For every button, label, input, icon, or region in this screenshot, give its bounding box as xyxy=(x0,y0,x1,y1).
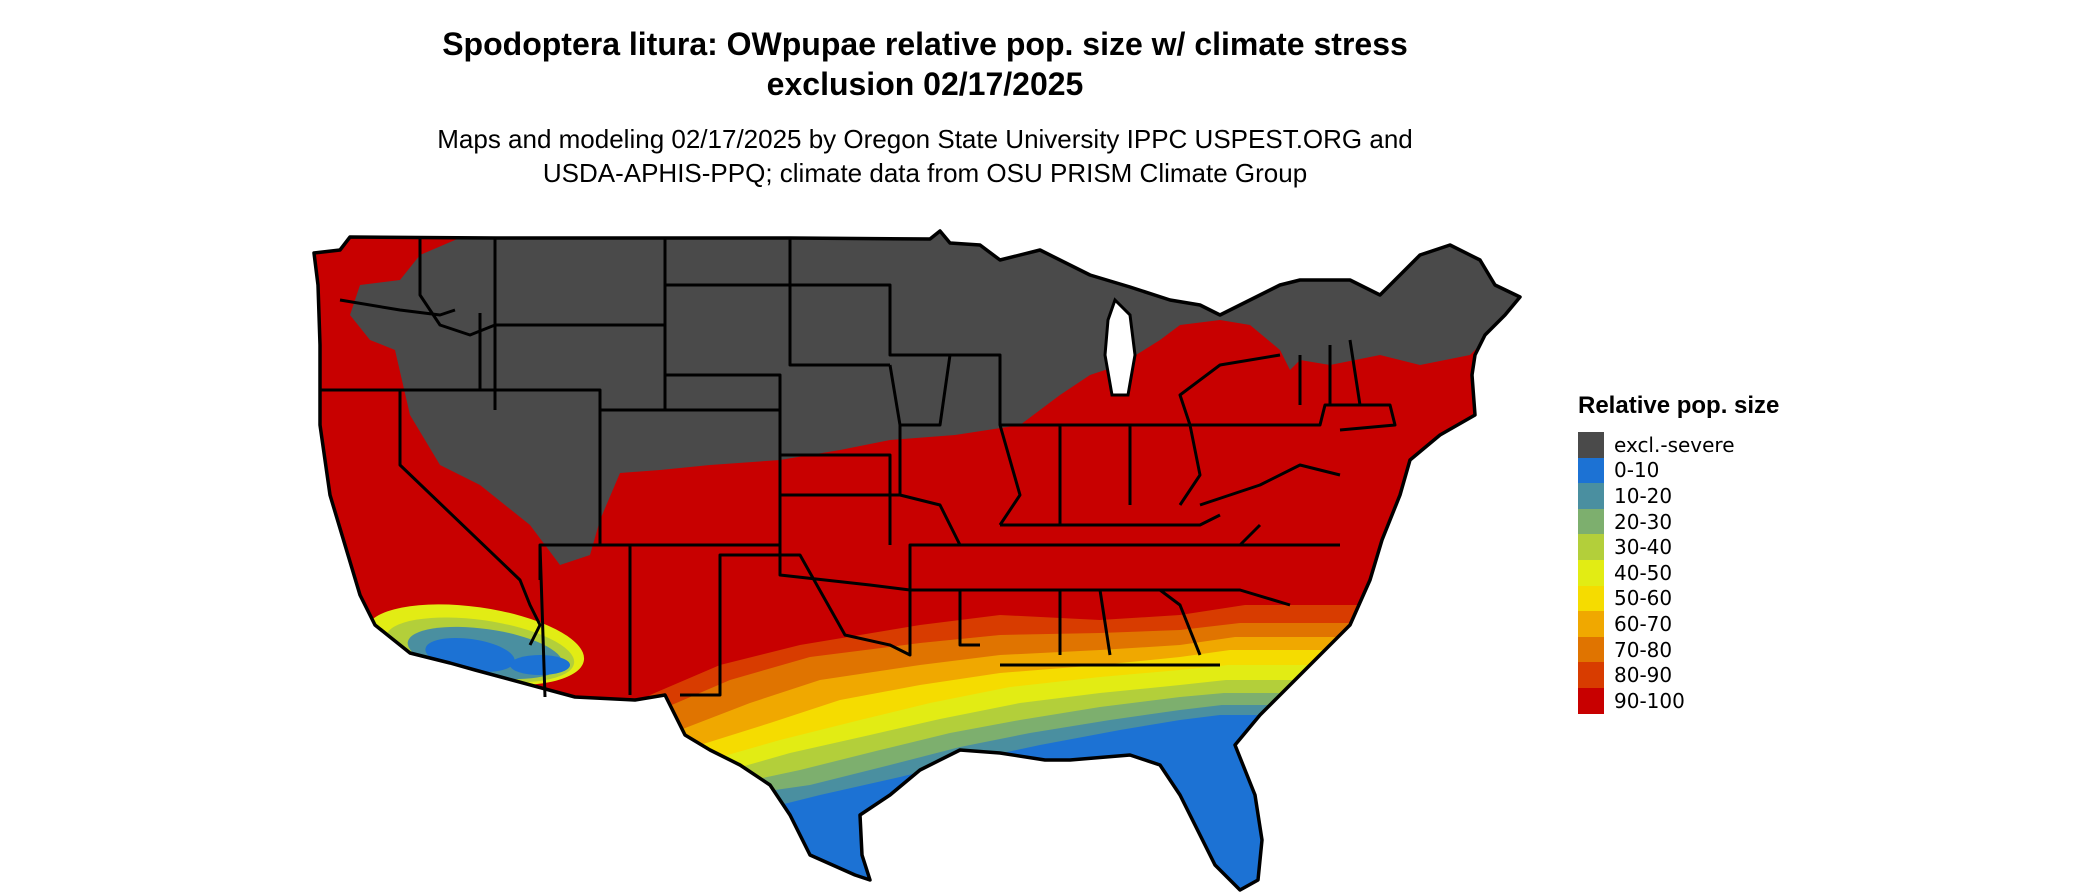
map-subtitle-line-1: Maps and modeling 02/17/2025 by Oregon S… xyxy=(437,124,1413,154)
zone-90-100 xyxy=(1150,335,1202,395)
legend-label: 60-70 xyxy=(1614,611,1673,636)
map-title-line-1: Spodoptera litura: OWpupae relative pop.… xyxy=(442,26,1408,62)
map-legend: Relative pop. size excl.-severe 0-10 10-20… xyxy=(1578,392,1779,714)
legend-item: 60-70 xyxy=(1578,611,1779,637)
legend-label: 40-50 xyxy=(1614,560,1673,585)
legend-label: 80-90 xyxy=(1614,663,1673,688)
legend-swatch xyxy=(1578,687,1604,714)
map-subtitle: Maps and modeling 02/17/2025 by Oregon S… xyxy=(0,122,1850,190)
zone-0-10 xyxy=(510,655,570,675)
state-line-ne-ks xyxy=(663,325,900,545)
legend-swatch xyxy=(1578,534,1604,560)
state-line-ok-tx xyxy=(630,543,912,697)
map-subtitle-line-2: USDA-APHIS-PPQ; climate data from OSU PR… xyxy=(542,158,1308,188)
legend-item: 30-40 xyxy=(1578,534,1779,560)
us-risk-map xyxy=(312,229,1522,892)
state-line-mi-oh-in xyxy=(1060,423,1202,506)
legend-label: 0-10 xyxy=(1614,458,1660,483)
state-line-az-nm xyxy=(538,544,632,698)
legend-item: excl.-severe xyxy=(1578,432,1779,458)
state-line-dakotas xyxy=(663,238,890,367)
legend-item: 20-30 xyxy=(1578,508,1779,535)
legend-items: excl.-severe 0-10 10-20 20-30 30-40 40-50 50-6… xyxy=(1578,432,1779,714)
legend-swatch xyxy=(1578,636,1604,663)
state-boundaries xyxy=(320,238,1397,698)
legend-swatch xyxy=(1578,457,1604,484)
legend-label: 30-40 xyxy=(1614,535,1673,560)
us-outline xyxy=(312,229,1522,892)
zone-excl-severe xyxy=(350,231,1520,565)
state-line-id-mt xyxy=(418,238,497,337)
hazard-fill xyxy=(314,231,1520,890)
legend-item: 40-50 xyxy=(1578,559,1779,586)
legend-swatch xyxy=(1578,432,1604,458)
state-line-va-nc xyxy=(1199,463,1341,547)
legend-swatch xyxy=(1578,559,1604,586)
legend-label: excl.-severe xyxy=(1614,432,1735,457)
legend-label: 70-80 xyxy=(1614,637,1673,662)
state-line-new-england xyxy=(1298,339,1397,432)
legend-item: 50-60 xyxy=(1578,585,1779,612)
map-title: Spodoptera litura: OWpupae relative pop.… xyxy=(0,24,1850,104)
legend-swatch xyxy=(1578,585,1604,612)
map-title-line-2: exclusion 02/17/2025 xyxy=(766,66,1084,102)
legend-label: 10-20 xyxy=(1614,483,1673,508)
legend-swatch xyxy=(1578,483,1604,509)
legend-label: 90-100 xyxy=(1614,688,1685,713)
legend-label: 20-30 xyxy=(1614,509,1673,534)
state-line-mo-ar xyxy=(898,425,980,647)
legend-item: 90-100 xyxy=(1578,687,1779,714)
state-line-ca-nv xyxy=(398,390,542,646)
legend-item: 0-10 xyxy=(1578,457,1779,484)
legend-swatch xyxy=(1578,662,1604,688)
legend-title: Relative pop. size xyxy=(1578,392,1780,419)
lake-michigan xyxy=(1103,297,1137,397)
legend-item: 70-80 xyxy=(1578,636,1779,663)
zone-50-60 xyxy=(314,650,1520,890)
legend-swatch xyxy=(1578,611,1604,637)
legend-item: 10-20 xyxy=(1578,483,1779,509)
state-line-wa-or xyxy=(339,298,456,317)
legend-item: 80-90 xyxy=(1578,662,1779,688)
legend-label: 50-60 xyxy=(1614,586,1673,611)
legend-swatch xyxy=(1578,508,1604,535)
state-line-ms-al-ga xyxy=(960,588,1291,656)
